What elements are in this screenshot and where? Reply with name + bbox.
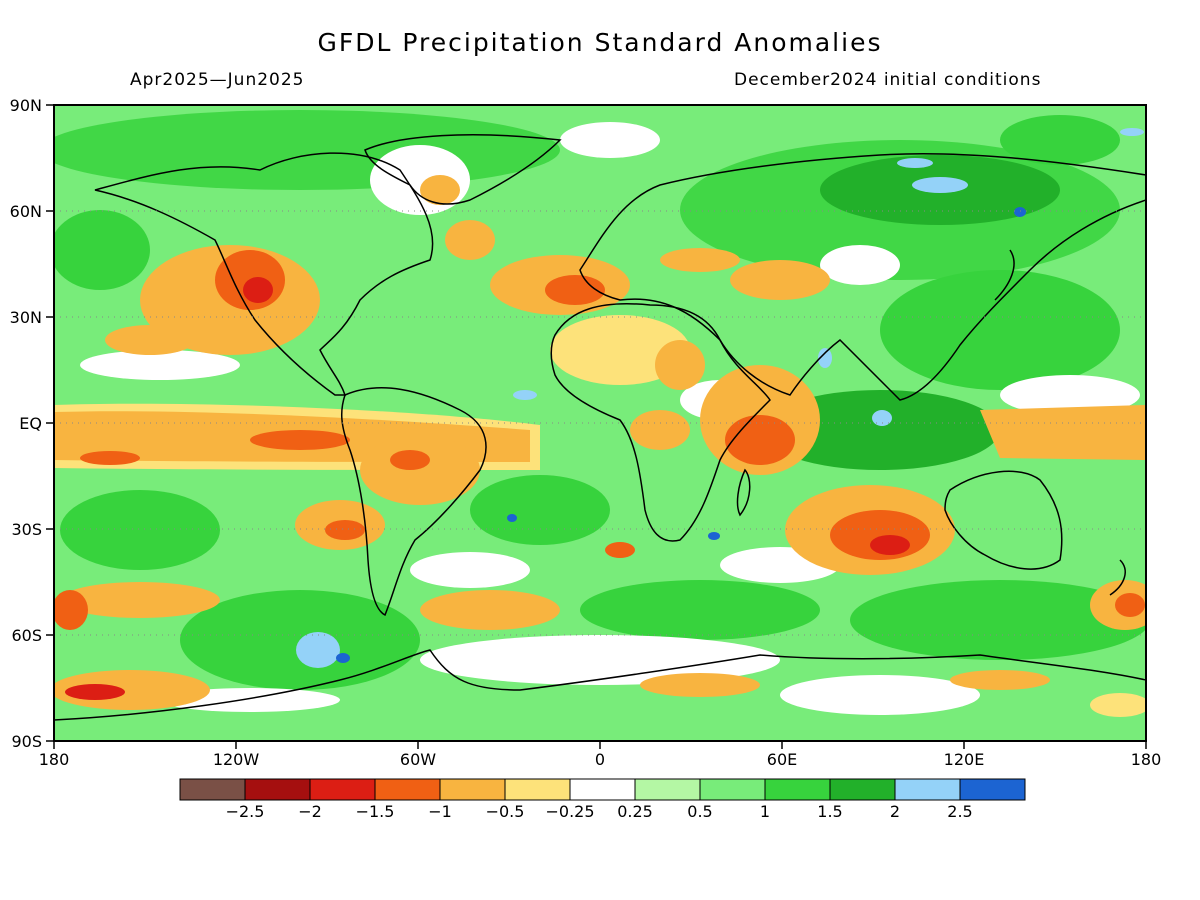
graticule	[54, 210, 1146, 636]
colorbar-tick-label: 0.5	[687, 802, 713, 821]
colorbar-tick-label: 2	[889, 802, 901, 821]
colorbar-tick-label: −0.25	[545, 802, 595, 821]
colorbar-tick-label: −2	[298, 802, 322, 821]
madagascar-outline	[736, 468, 751, 517]
colorbar-swatch	[374, 778, 441, 801]
lon-label-180w: 180	[38, 750, 70, 769]
colorbar-tick-label: 2.5	[947, 802, 973, 821]
africa-outline	[550, 303, 771, 542]
lat-label-30n: 30N	[9, 308, 42, 327]
lon-label-120e: 120E	[943, 750, 985, 769]
lon-label-60w: 60W	[399, 750, 437, 769]
lat-label-60n: 60N	[9, 202, 42, 221]
colorbar-tick-label: −2.5	[225, 802, 265, 821]
antarctica-outline	[54, 649, 1146, 721]
map-title: GFDL Precipitation Standard Anomalies	[317, 28, 883, 57]
eurasia-outline	[579, 152, 1146, 401]
axis-ticks	[46, 104, 1147, 749]
lat-label-60s: 60S	[11, 626, 42, 645]
south-america-outline	[340, 387, 487, 617]
colorbar-swatch	[959, 778, 1026, 801]
coastlines	[54, 134, 1146, 721]
lon-label-0: 0	[594, 750, 606, 769]
lon-label-120w: 120W	[212, 750, 260, 769]
season-label: Apr2025—Jun2025	[130, 70, 305, 90]
dry-anomaly-regions	[54, 175, 1146, 717]
australia-outline	[944, 470, 1063, 570]
colorbar-swatch	[829, 778, 896, 801]
colorbar-swatch	[569, 778, 636, 801]
colorbar-tick-label: −1.5	[355, 802, 395, 821]
colorbar-tick-label: −1	[428, 802, 452, 821]
colorbar-swatch	[309, 778, 376, 801]
new-zealand-outline	[1109, 559, 1126, 596]
lon-label-60e: 60E	[766, 750, 798, 769]
colorbar-tick-label: 1.5	[817, 802, 843, 821]
colorbar-tick-label: −0.5	[485, 802, 525, 821]
japan-outline	[994, 249, 1015, 301]
lat-label-eq: EQ	[19, 414, 42, 433]
anomaly-fields	[54, 110, 1146, 717]
lat-label-30s: 30S	[11, 520, 42, 539]
wet-anomaly-regions	[54, 110, 1146, 690]
neutral-regions	[80, 122, 1140, 715]
north-america-outline	[94, 152, 434, 396]
initial-conditions-label: December2024 initial conditions	[734, 70, 1042, 90]
colorbar-swatch	[764, 778, 831, 801]
colorbar	[179, 778, 1026, 801]
colorbar-tick-label: 0.25	[617, 802, 653, 821]
lon-label-180e: 180	[1130, 750, 1162, 769]
lat-label-90n: 90N	[9, 96, 42, 115]
greenland-outline	[364, 134, 562, 205]
colorbar-swatch	[699, 778, 766, 801]
lat-label-90s: 90S	[11, 732, 42, 751]
colorbar-swatch	[179, 778, 246, 801]
colorbar-swatch	[634, 778, 701, 801]
colorbar-swatch	[894, 778, 961, 801]
colorbar-swatch	[439, 778, 506, 801]
colorbar-swatch	[244, 778, 311, 801]
colorbar-tick-label: 1	[759, 802, 771, 821]
strong-wet-spots	[296, 128, 1144, 668]
colorbar-swatch	[504, 778, 571, 801]
